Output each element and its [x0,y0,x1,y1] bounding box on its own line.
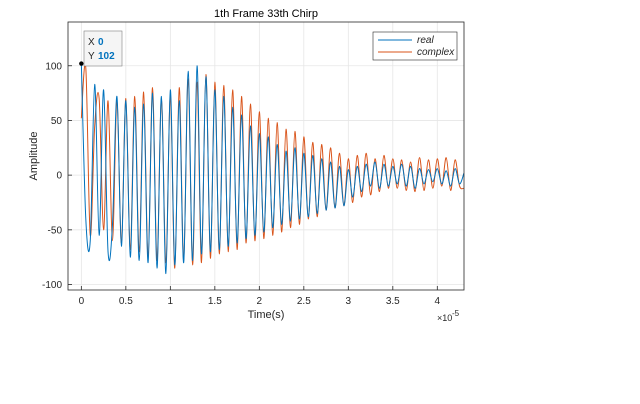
y-tick-label: 50 [51,116,63,127]
x-tick-label: 0.5 [119,296,133,307]
y-tick-label: 100 [45,61,62,72]
legend-label-real: real [417,35,434,46]
datatip-y-value: 102 [98,51,115,62]
axes-box [67,21,465,291]
datatip[interactable]: X 0 Y 102 [79,30,123,67]
series-line-real [80,63,464,275]
datatip-x-label: X [88,37,95,48]
x-tick-label: 4 [435,296,441,307]
x-tick-label: 2 [257,296,263,307]
x-tick-label: 3 [346,296,352,307]
y-tick-label: -100 [42,280,62,291]
x-tick-label: 2.5 [297,296,311,307]
datatip-y-label: Y [88,51,95,62]
axes-background [68,22,464,290]
y-tick-label: -50 [48,225,63,236]
x-tick-label: 0 [79,296,85,307]
legend[interactable]: real complex [372,31,458,61]
grid [68,22,464,290]
datatip-marker [79,61,84,66]
x-axis-label: Time(s) [248,309,285,321]
y-axis-label: Amplitude [28,132,40,181]
x-exponent-power: -5 [452,309,460,318]
x-tick-label: 1 [168,296,174,307]
legend-label-complex: complex [417,47,455,58]
x-exponent-base: ×10 [437,313,452,323]
ticks: 0 0.5 1 1.5 2 2.5 3 3.5 4 -100 -50 0 50 100 [42,61,441,307]
legend-box [372,31,458,61]
y-tick-label: 0 [56,171,62,182]
datatip-x-value: 0 [98,37,104,48]
chart-title: 1th Frame 33th Chirp [214,8,318,20]
datatip-box [83,30,123,67]
series-layer [80,63,464,275]
x-tick-label: 3.5 [386,296,400,307]
x-tick-label: 1.5 [208,296,222,307]
